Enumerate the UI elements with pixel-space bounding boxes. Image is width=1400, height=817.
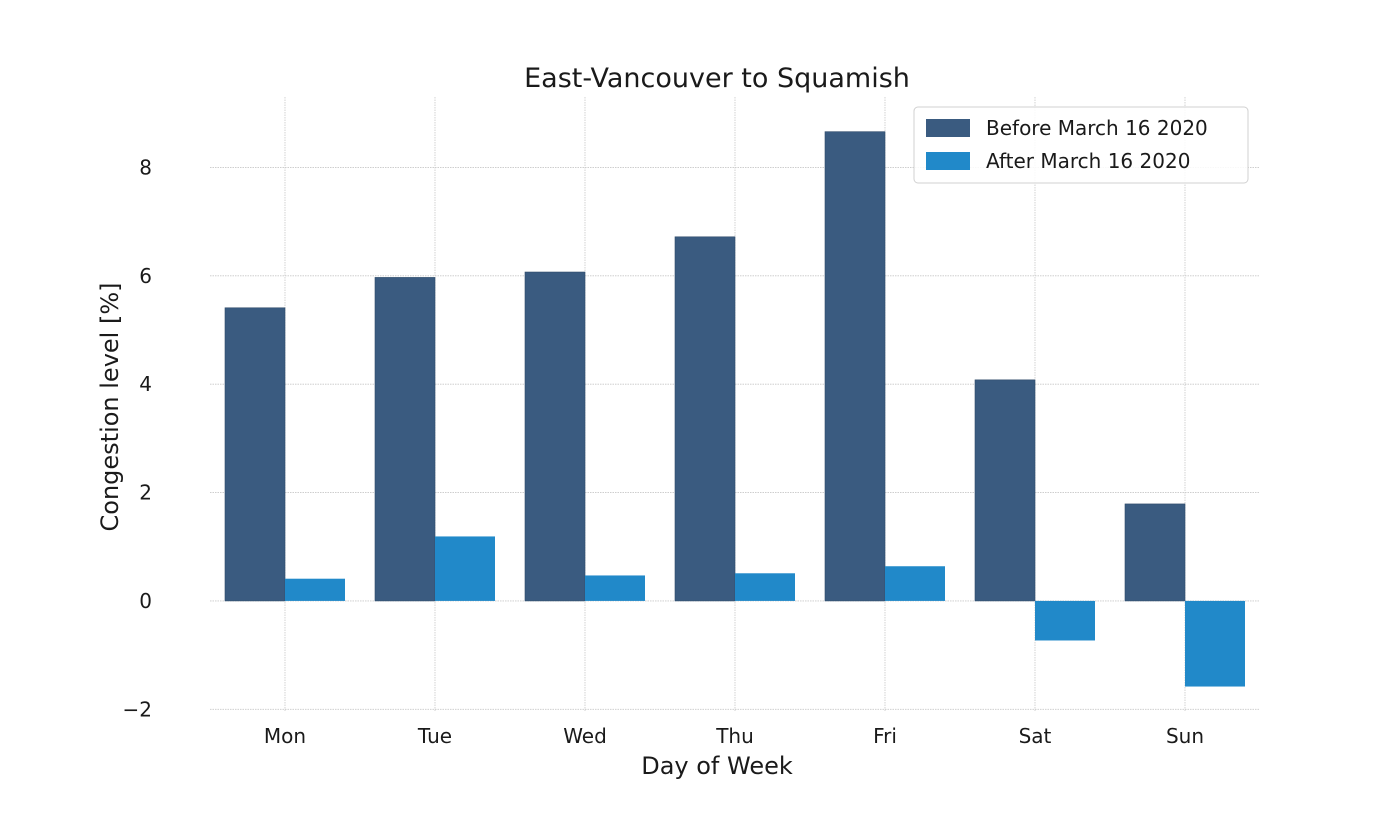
y-tick-label: 0 xyxy=(139,589,152,613)
y-tick-label: −2 xyxy=(123,697,152,721)
bar-before-sat xyxy=(974,379,1036,602)
legend-swatch xyxy=(926,152,970,170)
x-tick-label: Tue xyxy=(417,724,452,748)
y-tick-label: 8 xyxy=(139,155,152,179)
bar-after-mon xyxy=(285,578,345,601)
chart-title: East-Vancouver to Squamish xyxy=(524,63,910,94)
bar-before-tue xyxy=(374,277,436,602)
bar-after-fri xyxy=(885,566,945,601)
legend-label: After March 16 2020 xyxy=(986,149,1190,173)
y-tick-label: 2 xyxy=(139,481,152,505)
legend-label: Before March 16 2020 xyxy=(986,116,1208,140)
legend-box xyxy=(913,106,1249,184)
bar-after-sun xyxy=(1185,600,1245,687)
bar-after-wed xyxy=(585,575,645,601)
bar-before-thu xyxy=(674,236,736,602)
y-tick-label: 6 xyxy=(139,264,152,288)
x-tick-label: Fri xyxy=(873,724,897,748)
x-axis-ticks: Mon Tue Wed Thu Fri Sat Sun xyxy=(264,724,1204,748)
x-tick-label: Sun xyxy=(1166,724,1204,748)
y-axis-label: Congestion level [%] xyxy=(96,283,124,532)
y-tick-label: 4 xyxy=(139,372,152,396)
x-tick-label: Thu xyxy=(715,724,754,748)
bar-before-fri xyxy=(824,131,886,602)
bar-before-sun xyxy=(1124,503,1186,602)
x-tick-label: Wed xyxy=(563,724,607,748)
x-tick-label: Sat xyxy=(1019,724,1052,748)
legend-swatch xyxy=(926,119,970,137)
bar-after-tue xyxy=(435,536,495,601)
bar-after-thu xyxy=(735,573,795,601)
x-tick-label: Mon xyxy=(264,724,306,748)
bar-after-sat xyxy=(1035,600,1095,641)
bars xyxy=(224,131,1245,687)
bar-before-wed xyxy=(524,271,586,602)
y-axis-ticks: −2 0 2 4 6 8 xyxy=(123,155,152,721)
legend: Before March 16 2020 After March 16 2020 xyxy=(913,106,1249,184)
x-axis-label: Day of Week xyxy=(641,752,793,780)
bar-before-mon xyxy=(224,307,286,602)
